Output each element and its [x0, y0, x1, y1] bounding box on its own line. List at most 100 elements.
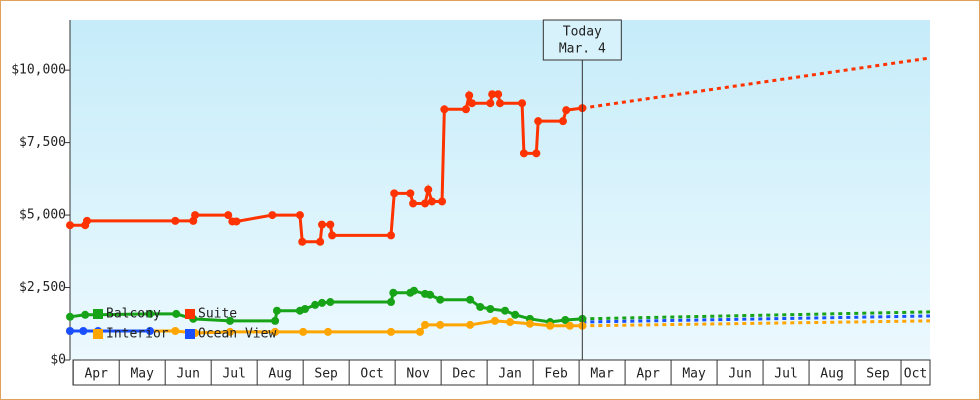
- plot-area: [70, 20, 930, 360]
- price-point: [387, 298, 396, 307]
- price-point: [409, 199, 418, 208]
- price-point: [466, 295, 475, 304]
- x-tick-label: Oct: [904, 367, 927, 382]
- price-point: [311, 300, 320, 309]
- price-point: [328, 231, 337, 240]
- price-point: [488, 90, 497, 99]
- y-tick-label: $7,500: [19, 135, 66, 150]
- price-point: [476, 302, 485, 311]
- price-point: [191, 211, 200, 220]
- price-point: [271, 327, 280, 336]
- price-point: [326, 298, 335, 307]
- price-point: [171, 327, 180, 336]
- x-tick-label: Jan: [498, 367, 521, 382]
- x-tick-label: Apr: [636, 367, 660, 382]
- price-point: [436, 320, 445, 329]
- price-point: [421, 320, 430, 329]
- price-point: [232, 217, 241, 226]
- price-point: [438, 197, 447, 206]
- price-point: [146, 309, 155, 318]
- price-point: [519, 149, 528, 158]
- today-box: [542, 19, 622, 61]
- price-point: [525, 319, 534, 328]
- price-point: [226, 316, 235, 325]
- price-point: [387, 231, 396, 240]
- price-point: [79, 327, 88, 336]
- x-tick-label: Nov: [406, 367, 430, 382]
- forecast-line: [582, 319, 931, 328]
- price-point: [421, 199, 430, 208]
- x-tick-label: Oct: [360, 367, 383, 382]
- price-point: [298, 237, 307, 246]
- x-tick-label: Sep: [866, 367, 890, 382]
- price-point: [465, 91, 474, 100]
- price-point: [66, 221, 74, 230]
- price-point: [424, 185, 433, 194]
- x-tick-label: Feb: [544, 367, 568, 382]
- price-point: [406, 189, 415, 198]
- x-tick-label: Aug: [268, 367, 291, 382]
- forecast-line: [582, 56, 931, 110]
- price-point: [415, 327, 424, 336]
- forecast-line: [582, 314, 931, 324]
- x-tick-label: May: [130, 367, 154, 382]
- x-tick-label: Jul: [774, 367, 797, 382]
- price-point: [66, 327, 74, 336]
- price-point: [272, 306, 281, 315]
- price-point: [172, 309, 181, 318]
- x-axis-band: [72, 359, 931, 386]
- price-point: [440, 105, 449, 114]
- x-tick-label: Apr: [84, 367, 108, 382]
- y-tick-label: $2,500: [19, 280, 66, 295]
- x-tick-label: May: [682, 367, 706, 382]
- legend-label: Suite: [198, 307, 237, 322]
- legend-swatch: [93, 329, 103, 339]
- legend-label: Interior: [106, 327, 169, 342]
- x-tick-label: Sep: [314, 367, 338, 382]
- price-point: [268, 211, 277, 220]
- y-tick-label: $0: [50, 353, 66, 368]
- price-point: [562, 106, 571, 115]
- price-point: [299, 327, 308, 336]
- price-point: [532, 149, 541, 158]
- price-point: [271, 316, 280, 325]
- price-point: [565, 321, 574, 330]
- legend-label: Ocean View: [198, 327, 276, 342]
- price-point: [390, 189, 399, 198]
- price-point: [226, 327, 235, 336]
- price-point: [506, 318, 515, 327]
- price-point: [326, 220, 335, 229]
- x-tick-label: Jun: [728, 367, 751, 382]
- price-point: [426, 290, 435, 299]
- price-point: [146, 327, 155, 336]
- x-tick-label: Aug: [820, 367, 843, 382]
- price-point: [224, 211, 233, 220]
- price-point: [511, 310, 520, 319]
- x-tick-label: Dec: [452, 367, 475, 382]
- price-point: [466, 320, 475, 329]
- price-point: [486, 99, 495, 108]
- legend-swatch: [185, 329, 195, 339]
- price-point: [81, 310, 90, 319]
- price-point: [318, 220, 327, 229]
- x-tick-label: Jun: [176, 367, 199, 382]
- price-point: [387, 327, 396, 336]
- price-point: [494, 90, 503, 99]
- price-point: [324, 327, 332, 336]
- y-tick-label: $5,000: [19, 208, 66, 223]
- legend-label: Balcony: [106, 307, 161, 322]
- price-point: [518, 99, 527, 108]
- price-point: [534, 117, 543, 126]
- price-point: [316, 237, 325, 246]
- legend-swatch: [93, 309, 103, 319]
- price-point: [301, 304, 310, 313]
- price-point: [295, 211, 304, 220]
- price-point: [496, 99, 504, 108]
- price-point: [171, 216, 180, 225]
- price-point: [501, 306, 510, 315]
- price-point: [83, 216, 92, 225]
- today-label: Today: [563, 25, 602, 40]
- price-point: [490, 316, 499, 325]
- price-point: [66, 312, 74, 321]
